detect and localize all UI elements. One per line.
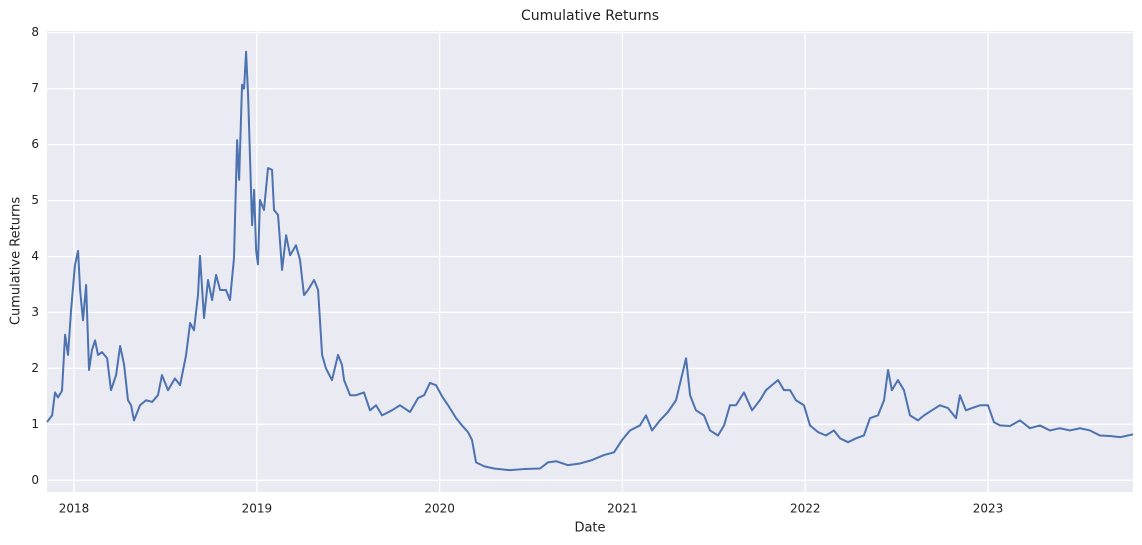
- y-tick-label: 3: [31, 305, 39, 319]
- y-axis-label: Cumulative Returns: [9, 197, 24, 325]
- x-tick-label: 2018: [59, 502, 90, 516]
- y-tick-label: 8: [31, 25, 39, 39]
- x-tick-label: 2020: [424, 502, 455, 516]
- y-tick-label: 1: [31, 417, 39, 431]
- y-tick-label: 4: [31, 249, 39, 263]
- x-axis-label: Date: [574, 521, 605, 536]
- y-tick-label: 7: [31, 81, 39, 95]
- plot-area: [47, 31, 1133, 492]
- y-tick-label: 5: [31, 193, 39, 207]
- y-tick-label: 2: [31, 361, 39, 375]
- grid: [47, 31, 1133, 492]
- line-series: [46, 50, 1134, 472]
- x-tick-label: 2021: [607, 502, 638, 516]
- y-tick-label: 6: [31, 137, 39, 151]
- x-tick-label: 2019: [242, 502, 273, 516]
- x-tick-label: 2023: [973, 502, 1004, 516]
- chart-title: Cumulative Returns: [521, 8, 659, 24]
- y-tick-label: 0: [31, 473, 39, 487]
- x-tick-label: 2022: [790, 502, 821, 516]
